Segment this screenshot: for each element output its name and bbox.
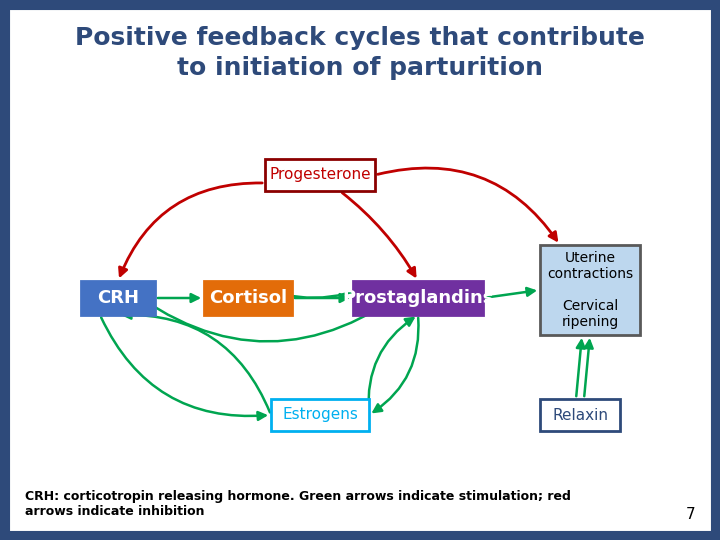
Text: Positive feedback cycles that contribute: Positive feedback cycles that contribute xyxy=(75,26,645,50)
Text: Uterine
contractions

Cervical
ripening: Uterine contractions Cervical ripening xyxy=(547,251,633,329)
FancyBboxPatch shape xyxy=(204,281,292,315)
Text: to initiation of parturition: to initiation of parturition xyxy=(177,56,543,80)
Text: 7: 7 xyxy=(685,507,695,522)
FancyBboxPatch shape xyxy=(265,159,375,191)
Text: Cortisol: Cortisol xyxy=(209,289,287,307)
FancyBboxPatch shape xyxy=(353,281,483,315)
Text: Prostaglandins: Prostaglandins xyxy=(342,289,494,307)
FancyBboxPatch shape xyxy=(81,281,155,315)
Text: Estrogens: Estrogens xyxy=(282,408,358,422)
FancyBboxPatch shape xyxy=(540,399,620,431)
Text: Relaxin: Relaxin xyxy=(552,408,608,422)
FancyBboxPatch shape xyxy=(540,245,640,335)
FancyBboxPatch shape xyxy=(271,399,369,431)
Text: Progesterone: Progesterone xyxy=(269,167,371,183)
Text: CRH: corticotropin releasing hormone. Green arrows indicate stimulation; red
arr: CRH: corticotropin releasing hormone. Gr… xyxy=(25,490,571,518)
Text: CRH: CRH xyxy=(97,289,139,307)
